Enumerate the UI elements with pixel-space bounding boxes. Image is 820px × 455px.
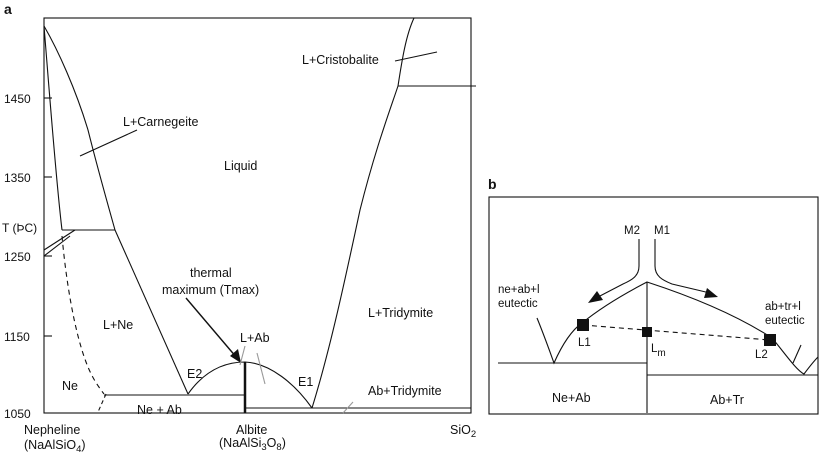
right-eutectic-label-line2: eutectic (765, 315, 805, 327)
point-l1 (577, 319, 589, 331)
left-eutectic-label-line1: ne+ab+l (498, 284, 540, 296)
cristobalite-leader (394, 51, 438, 62)
x-label-albite-formula: (NaAlSi3O8) (219, 436, 286, 453)
field-l-cristobalite: L+Cristobalite (302, 53, 379, 67)
field-l-carnegeite: L+Carnegeite (123, 115, 198, 129)
panel-b-letter: b (488, 176, 497, 192)
field-ne-ab-b: Ne+Ab (552, 391, 591, 405)
ab-tridymite-leader (342, 401, 354, 414)
field-l-ne: L+Ne (103, 318, 133, 332)
y-axis-ticks (44, 97, 52, 337)
field-ne-ab: Ne + Ab (137, 403, 182, 417)
y-tick-1250: 1250 (4, 250, 31, 264)
arrow-m1-path (654, 239, 711, 294)
label-m2: M2 (624, 225, 640, 237)
x-label-nepheline-formula: (NaAlSiO4) (24, 438, 86, 455)
tmax-arrow-line (185, 297, 238, 359)
ne-liquidus (114, 229, 189, 395)
tmax-arrow-head (230, 349, 241, 363)
l-ab-leader-left (239, 345, 246, 366)
label-l1: L1 (578, 337, 591, 349)
panel-a-frame (43, 17, 472, 414)
field-ab-tr-b: Ab+Tr (710, 393, 744, 407)
y-tick-1050: 1050 (4, 407, 31, 421)
thermal-max-label-line1: thermal (190, 266, 232, 280)
ne-solidus-upper (43, 229, 76, 251)
point-l2 (764, 334, 776, 346)
right-eutectic-label-line1: ab+tr+l (765, 301, 801, 313)
carnegeite-solidus (43, 25, 63, 231)
label-l2: L2 (755, 349, 768, 361)
right-eutectic-leader (792, 344, 802, 364)
ne-solidus-lower (43, 235, 71, 257)
x-label-silica: SiO2 (450, 423, 476, 440)
field-ab-tridymite: Ab+Tridymite (368, 384, 442, 398)
left-eutectic-label-line2: eutectic (498, 298, 538, 310)
ne-solvus-dashed-lower (97, 393, 107, 413)
tie-line-l1-l2 (582, 324, 771, 341)
y-tick-1450: 1450 (4, 92, 31, 106)
cristobalite-liquidus (397, 17, 415, 87)
thermal-max-label-line2: maximum (Tmax) (162, 283, 259, 297)
l-ab-leader-right (256, 352, 266, 385)
x-label-albite: Albite (236, 423, 267, 437)
ne-solvus-dashed (61, 235, 105, 395)
y-axis-label: T (ÞC) (2, 221, 37, 235)
point-lm (642, 327, 652, 337)
arrow-m1-head (704, 288, 718, 298)
label-lm: Lm (651, 343, 666, 359)
arrow-m2-head (588, 291, 603, 303)
panel-a-letter: a (4, 1, 12, 17)
y-tick-1150: 1150 (4, 330, 30, 344)
panel-b-frame (488, 196, 819, 415)
tridymite-liquidus (311, 85, 399, 409)
eutectic-e2-label: E2 (187, 367, 202, 381)
field-l-ab: L+Ab (240, 331, 270, 345)
carnegeite-leader (79, 129, 138, 157)
albite-liquidus-dome (187, 361, 313, 409)
y-tick-1350: 1350 (4, 171, 31, 185)
arrow-m2-path (597, 239, 640, 298)
eutectic-e1-label: E1 (298, 375, 313, 389)
carnegeite-liquidus (43, 25, 116, 231)
x-label-nepheline: Nepheline (24, 423, 80, 437)
field-l-tridymite: L+Tridymite (368, 306, 433, 320)
field-liquid: Liquid (224, 159, 257, 173)
field-ne: Ne (62, 379, 78, 393)
label-m1: M1 (654, 225, 670, 237)
